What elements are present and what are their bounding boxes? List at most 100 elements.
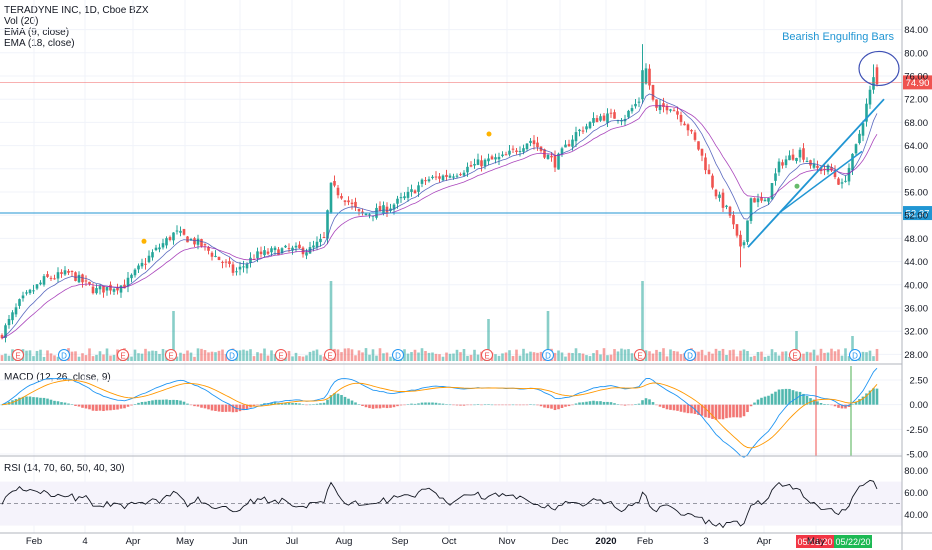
signal-line — [1, 379, 878, 449]
candle-body — [357, 208, 361, 212]
macd-histogram-bar — [816, 401, 819, 405]
volume-bar — [158, 353, 161, 361]
earnings-marker: E — [165, 349, 177, 361]
macd-histogram-bar — [469, 404, 473, 406]
macd-histogram-bar — [259, 404, 263, 405]
candle-body — [781, 162, 784, 166]
volume-bar — [200, 348, 203, 361]
y-tick-label: 48.00 — [904, 234, 928, 245]
volume-bar — [529, 351, 532, 361]
volume-bar — [707, 351, 711, 361]
volume-bar — [704, 355, 707, 361]
macd-histogram-bar — [182, 401, 186, 405]
ema-fast-indicator-label[interactable]: EMA (9, close) — [4, 27, 70, 38]
volume-bar — [630, 353, 634, 361]
macd-histogram-bar — [567, 404, 571, 407]
macd-histogram-bar — [623, 404, 627, 406]
candle-body — [868, 89, 872, 105]
volume-bar — [714, 348, 718, 361]
candle-body — [847, 167, 851, 182]
candle-body — [683, 123, 686, 126]
macd-histogram-bar — [511, 404, 515, 406]
macd-histogram-bar — [298, 403, 301, 405]
candle-body — [760, 197, 763, 201]
macd-histogram-bar — [109, 404, 112, 411]
marker-letter: E — [15, 352, 20, 361]
candle-body — [452, 176, 455, 178]
candle-body — [147, 255, 151, 263]
earnings-marker: E — [481, 349, 493, 361]
marker-circle — [684, 349, 696, 361]
macd-histogram-bar — [60, 402, 63, 405]
ema-slow-indicator-label[interactable]: EMA (18, close) — [4, 38, 75, 49]
volume-bar — [182, 353, 186, 361]
candle-body — [25, 292, 28, 294]
macd-histogram-bar — [424, 402, 427, 405]
candle-body — [347, 200, 350, 203]
candle-body — [508, 150, 511, 155]
candle-body — [644, 68, 648, 84]
macd-histogram-bar — [851, 404, 854, 405]
x-tick-label: Dec — [552, 536, 569, 547]
candle-body — [319, 238, 322, 243]
volume-bar — [805, 351, 809, 361]
candle-body — [784, 159, 788, 166]
candle-body — [728, 206, 732, 216]
macd-tick-label: -2.50 — [906, 425, 928, 436]
macd-histogram-bar — [683, 404, 686, 413]
volume-bar — [760, 351, 763, 361]
macd-histogram-bar — [620, 404, 623, 406]
candle-body — [385, 206, 389, 213]
candle-body — [721, 192, 725, 208]
rsi-indicator-label[interactable]: RSI (14, 70, 60, 50, 40, 30) — [4, 463, 125, 474]
macd-indicator-label[interactable]: MACD (12, 26, close, 9) — [4, 372, 111, 383]
macd-histogram-bar — [322, 402, 326, 405]
candle-body — [487, 158, 490, 162]
macd-histogram-bar — [504, 404, 508, 406]
candle-body — [175, 230, 179, 232]
volume-indicator-label[interactable]: Vol (20) — [4, 16, 39, 27]
volume-bar — [641, 281, 644, 361]
macd-histogram-bar — [802, 393, 805, 405]
volume-bar — [438, 354, 441, 361]
volume-bar — [238, 350, 242, 361]
macd-histogram-bar — [872, 388, 875, 405]
candle-body — [438, 176, 441, 179]
macd-histogram-bar — [46, 398, 49, 405]
volume-bar — [56, 356, 60, 361]
rsi-tick-label: 60.00 — [904, 488, 928, 499]
marker-letter: E — [327, 352, 332, 361]
macd-histogram-bar — [168, 399, 172, 405]
macd-histogram-bar — [203, 404, 207, 409]
candle-body — [67, 270, 70, 273]
candle-body — [791, 154, 795, 160]
volume-bar — [329, 281, 333, 361]
candle-body — [466, 166, 469, 173]
candle-body — [802, 148, 805, 160]
marker-circle — [634, 349, 646, 361]
candle-body — [333, 181, 336, 186]
candle-body — [273, 247, 277, 251]
volume-bar — [88, 348, 91, 361]
volume-bar — [697, 351, 700, 361]
volume-bar — [833, 351, 837, 361]
dividend-marker: D — [392, 349, 404, 361]
macd-histogram-bar — [301, 404, 305, 405]
candle-body — [725, 205, 728, 207]
volume-bar — [546, 311, 550, 361]
y-tick-label: 80.00 — [904, 48, 928, 59]
macd-histogram-bar — [284, 402, 287, 405]
volume-bar — [420, 348, 424, 361]
candle-body — [140, 262, 144, 267]
candle-body — [693, 132, 697, 140]
marker-letter: E — [637, 352, 642, 361]
volume-bar — [77, 356, 81, 361]
candle-body — [732, 215, 735, 225]
volume-bar — [417, 352, 420, 361]
macd-histogram-bar — [585, 401, 588, 405]
candle-body — [746, 220, 749, 242]
volume-bar — [602, 348, 606, 361]
candle-body — [382, 205, 385, 213]
volume-bar — [214, 352, 217, 361]
